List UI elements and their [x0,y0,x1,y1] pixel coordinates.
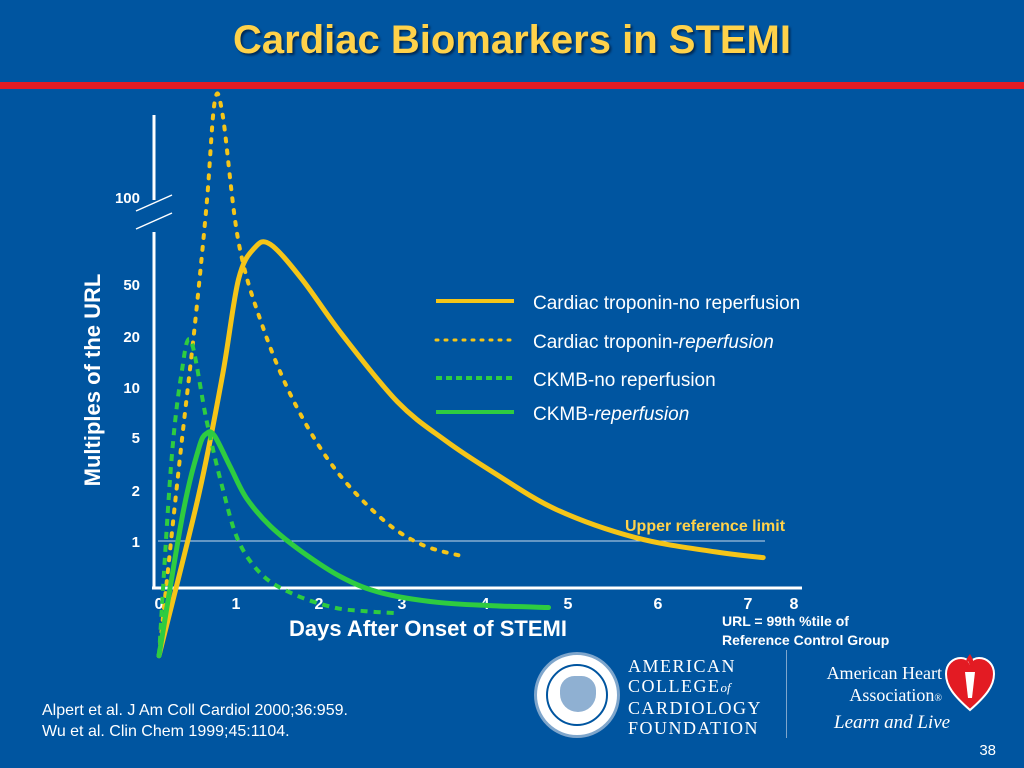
logo-divider [786,650,787,738]
accf-seal-ring [546,664,608,726]
legend-label: CKMB-reperfusion [533,404,689,425]
aha-heart-torch-icon [944,654,996,712]
y-axis-label: Multiples of the URL [80,274,105,487]
y-tick-label: 20 [123,329,140,346]
legend: Cardiac troponin-no reperfusion Cardiac t… [434,293,800,425]
x-tick-label: 5 [564,596,573,613]
x-tick-label: 1 [232,596,241,613]
legend-label-italic: reperfusion [594,404,689,425]
url-definition-note: URL = 99th %tile of Reference Control Gr… [722,612,889,650]
axis-break-mark-2 [135,212,173,230]
accf-line-1: AMERICAN [628,656,737,676]
legend-label: CKMB-no reperfusion [533,370,716,391]
axis-break-mark-1 [135,194,173,212]
aha-tagline: Learn and Live [834,712,951,733]
aha-logo-text: American Heart Association® [802,662,942,710]
legend-label: Cardiac troponin-no reperfusion [533,293,800,314]
citations: Alpert et al. J Am Coll Cardiol 2000;36:… [42,700,348,742]
accf-line-3: CARDIOLOGY [628,698,762,718]
accf-seal-logo [534,652,620,738]
sponsor-logos: AMERICAN COLLEGEof CARDIOLOGY FOUNDATION… [534,650,1004,740]
aha-line-1: American Heart [826,663,942,683]
y-tick-label: 50 [123,277,140,294]
legend-label-italic: reperfusion [679,332,774,353]
accf-line-2-word: COLLEGE [628,676,721,696]
heart-icon [560,676,596,712]
url-note-line-1: URL = 99th %tile of [722,613,849,629]
title-divider [0,82,1024,89]
slide-title: Cardiac Biomarkers in STEMI [233,18,791,62]
legend-label-text: CKMB-no reperfusion [533,370,716,391]
legend-label: Cardiac troponin-reperfusion [533,332,774,353]
accf-logo-text: AMERICAN COLLEGEof CARDIOLOGY FOUNDATION [628,656,788,738]
x-tick-label: 2 [315,596,324,613]
y-tick-label: 10 [123,380,140,397]
citation-2: Wu et al. Clin Chem 1999;45:1104. [42,723,290,740]
aha-line-2: Association® [849,685,942,705]
legend-label-text: CKMB- [533,404,594,425]
citation-1: Alpert et al. J Am Coll Cardiol 2000;36:… [42,702,348,719]
series-lines [156,91,766,659]
page-number: 38 [979,742,996,759]
axes [135,115,802,590]
aha-line-2-text: Association [849,685,935,705]
series-line-2 [157,91,464,658]
accf-line-2: COLLEGEof [628,676,788,698]
legend-label-text: Cardiac troponin- [533,332,679,353]
series-line-4 [156,429,551,659]
reference-line-label: Upper reference limit [625,518,786,535]
url-note-line-2: Reference Control Group [722,632,890,648]
accf-line-2-of: of [720,680,731,695]
x-tick-label: 8 [790,596,799,613]
series-line-1 [156,239,766,659]
legend-label-text: Cardiac troponin-no reperfusion [533,293,800,314]
x-tick-label: 3 [398,596,407,613]
y-tick-label: 1 [132,534,140,551]
y-tick-label: 5 [132,430,140,447]
x-tick-label: 7 [744,596,753,613]
y-tick-label: 100 [115,190,140,207]
x-tick-label: 0 [155,596,164,613]
y-tick-label: 2 [132,483,140,500]
series-line-3 [157,336,398,656]
accf-line-4: FOUNDATION [628,718,759,738]
x-axis-label: Days After Onset of STEMI [289,616,567,641]
x-tick-label: 6 [654,596,663,613]
